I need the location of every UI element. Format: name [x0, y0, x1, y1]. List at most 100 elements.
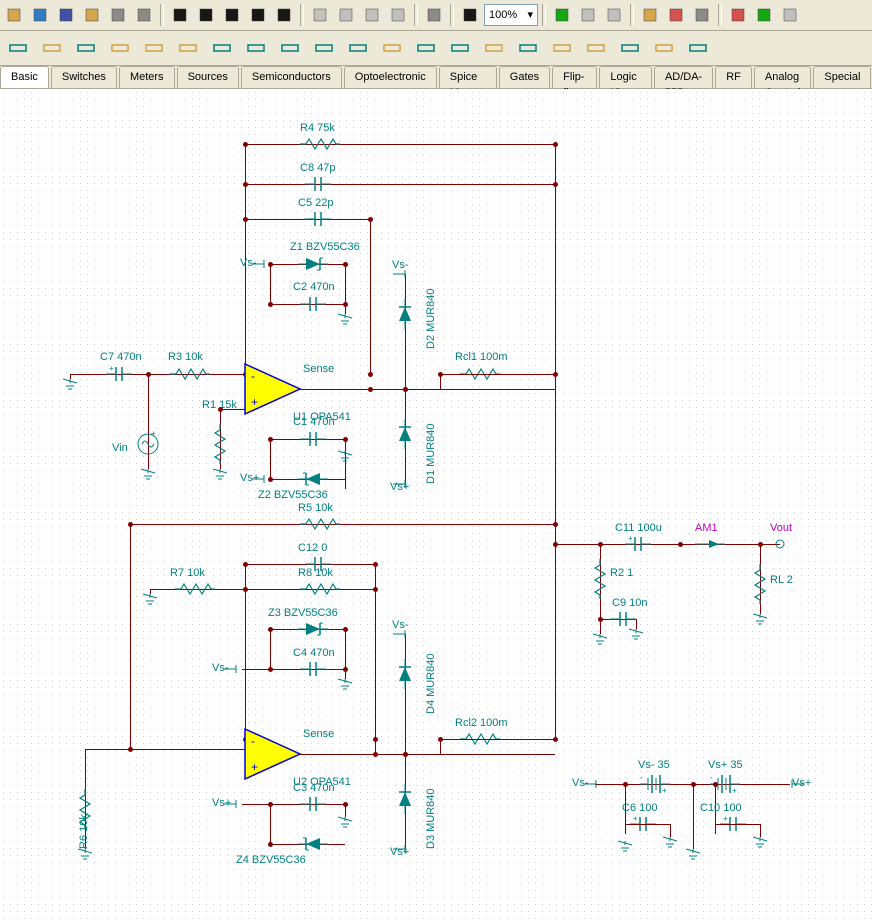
- gnd-comp[interactable]: [4, 34, 32, 62]
- wire[interactable]: [555, 544, 780, 545]
- pointer-icon[interactable]: [168, 3, 192, 27]
- lamp2-comp[interactable]: [548, 34, 576, 62]
- ground[interactable]: [212, 469, 228, 484]
- wire[interactable]: [440, 739, 555, 740]
- wire[interactable]: [625, 824, 626, 834]
- tab-sources[interactable]: Sources: [177, 66, 239, 88]
- Rcl1[interactable]: [460, 368, 500, 383]
- ground[interactable]: [337, 817, 353, 832]
- ground[interactable]: [62, 379, 78, 394]
- marker-icon[interactable]: [752, 3, 776, 27]
- RL[interactable]: [754, 564, 766, 607]
- sw-comp[interactable]: [514, 34, 542, 62]
- R5[interactable]: [300, 518, 340, 533]
- ground[interactable]: [77, 849, 93, 864]
- D2[interactable]: [397, 299, 413, 332]
- ground[interactable]: [685, 849, 701, 864]
- Vin[interactable]: +: [137, 429, 159, 462]
- wire[interactable]: [245, 184, 555, 185]
- tab-rf[interactable]: RF: [715, 66, 752, 88]
- D3[interactable]: [397, 784, 413, 817]
- meter-icon[interactable]: [664, 3, 688, 27]
- C2[interactable]: [300, 295, 326, 316]
- pencil-icon[interactable]: [602, 3, 626, 27]
- wire[interactable]: [440, 374, 555, 375]
- wire[interactable]: [242, 804, 270, 805]
- tab-semiconductors[interactable]: Semiconductors: [241, 66, 342, 88]
- D4[interactable]: [397, 659, 413, 692]
- crosshair-icon[interactable]: [386, 3, 410, 27]
- wire[interactable]: [130, 524, 555, 525]
- wire[interactable]: [600, 599, 601, 619]
- tab-analog-control[interactable]: Analog Control: [754, 66, 811, 88]
- Z2[interactable]: [298, 471, 328, 490]
- wire[interactable]: [670, 824, 671, 837]
- tab-optoelectronic[interactable]: Optoelectronic: [344, 66, 437, 88]
- C3[interactable]: [300, 795, 326, 816]
- save-icon[interactable]: [54, 3, 78, 27]
- tab-gates[interactable]: Gates: [499, 66, 550, 88]
- ground[interactable]: [592, 634, 608, 649]
- C7[interactable]: +: [106, 365, 132, 386]
- wire[interactable]: [270, 804, 271, 844]
- pot-comp[interactable]: [242, 34, 270, 62]
- wire[interactable]: [220, 409, 245, 410]
- probe-icon[interactable]: [576, 3, 600, 27]
- tab-special[interactable]: Special: [813, 66, 871, 88]
- tab-ad-da-555[interactable]: AD/DA-555: [654, 66, 713, 88]
- wire[interactable]: [130, 749, 245, 750]
- Z1[interactable]: [298, 256, 328, 275]
- wire[interactable]: [440, 374, 441, 389]
- redo-icon[interactable]: [360, 3, 384, 27]
- AM1[interactable]: [695, 538, 725, 553]
- ind-comp[interactable]: [310, 34, 338, 62]
- wire[interactable]: [625, 824, 670, 825]
- globe-icon[interactable]: [28, 3, 52, 27]
- trans-comp[interactable]: [344, 34, 372, 62]
- ground[interactable]: [628, 629, 644, 644]
- open-file-icon[interactable]: [2, 3, 26, 27]
- wire[interactable]: [760, 824, 761, 837]
- text-icon[interactable]: [246, 3, 270, 27]
- wire-tool-icon[interactable]: [194, 3, 218, 27]
- C8[interactable]: [305, 175, 331, 196]
- C1[interactable]: [300, 430, 326, 451]
- R1[interactable]: [214, 424, 226, 467]
- diode-comp[interactable]: [480, 34, 508, 62]
- wire[interactable]: [85, 749, 130, 750]
- zoom-icon[interactable]: [458, 3, 482, 27]
- undo-icon[interactable]: [334, 3, 358, 27]
- cut-icon[interactable]: [308, 3, 332, 27]
- ground[interactable]: [337, 314, 353, 329]
- lamp-comp[interactable]: [140, 34, 168, 62]
- C11[interactable]: +: [625, 535, 651, 556]
- wire[interactable]: [715, 824, 760, 825]
- R2[interactable]: [594, 559, 606, 602]
- bus-tool-icon[interactable]: [220, 3, 244, 27]
- wire[interactable]: [693, 784, 694, 849]
- switch-icon[interactable]: [690, 3, 714, 27]
- paste-icon[interactable]: [132, 3, 156, 27]
- wire[interactable]: [70, 374, 245, 375]
- wire[interactable]: [636, 619, 637, 629]
- ground[interactable]: [617, 841, 633, 856]
- wire[interactable]: [70, 374, 71, 379]
- schematic-canvas[interactable]: R4 75kC8 47pC5 22pZ1 BZV55C36Vs-C2 470n+…: [0, 89, 872, 921]
- coil-comp[interactable]: [378, 34, 406, 62]
- tab-spice-macros[interactable]: Spice Macros: [439, 66, 497, 88]
- cap-comp[interactable]: [276, 34, 304, 62]
- R4[interactable]: [300, 138, 340, 153]
- Vs-neg-batt[interactable]: -+: [640, 774, 670, 797]
- grid-icon[interactable]: [422, 3, 446, 27]
- wire[interactable]: [375, 564, 376, 754]
- wire[interactable]: [300, 754, 440, 755]
- vsrc-comp[interactable]: [72, 34, 100, 62]
- C9[interactable]: [610, 610, 636, 631]
- U1[interactable]: -+: [245, 364, 305, 417]
- C5[interactable]: [305, 210, 331, 231]
- D1[interactable]: [397, 419, 413, 452]
- ground[interactable]: [140, 469, 156, 484]
- osc-icon[interactable]: [638, 3, 662, 27]
- wire[interactable]: [270, 629, 271, 669]
- fuse-comp[interactable]: [616, 34, 644, 62]
